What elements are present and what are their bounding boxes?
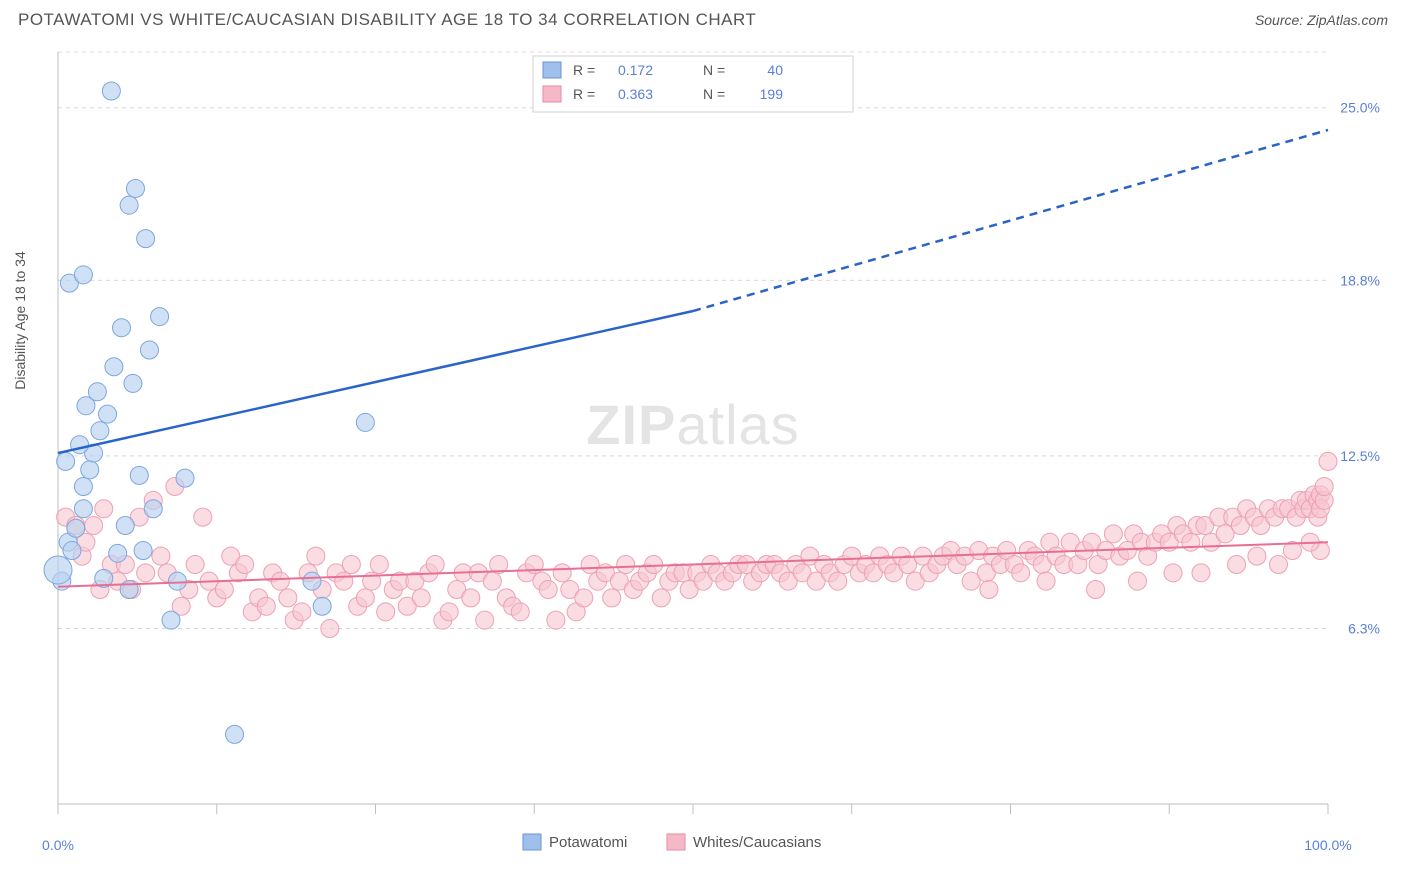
svg-text:18.8%: 18.8%	[1340, 272, 1380, 288]
chart-title: POTAWATOMI VS WHITE/CAUCASIAN DISABILITY…	[18, 10, 756, 30]
svg-text:199: 199	[760, 86, 784, 102]
svg-text:R =: R =	[573, 62, 595, 78]
source-label: Source: ZipAtlas.com	[1255, 12, 1388, 28]
svg-text:ZIPatlas: ZIPatlas	[586, 393, 799, 456]
y-axis-label: Disability Age 18 to 34	[12, 251, 28, 390]
svg-text:40: 40	[767, 62, 783, 78]
svg-text:Potawatomi: Potawatomi	[549, 834, 627, 851]
svg-text:N =: N =	[703, 62, 725, 78]
svg-text:25.0%: 25.0%	[1340, 100, 1380, 116]
svg-text:0.0%: 0.0%	[42, 837, 74, 853]
svg-text:0.363: 0.363	[618, 86, 653, 102]
svg-text:R =: R =	[573, 86, 595, 102]
svg-text:0.172: 0.172	[618, 62, 653, 78]
svg-text:12.5%: 12.5%	[1340, 448, 1380, 464]
svg-text:N =: N =	[703, 86, 725, 102]
correlation-chart: 6.3% 12.5% 18.8% 25.0% ZIPatlas R = 0.172 N = 40…	[18, 44, 1388, 874]
svg-text:100.0%: 100.0%	[1304, 837, 1351, 853]
svg-text:6.3%: 6.3%	[1348, 621, 1380, 637]
chart-container: Disability Age 18 to 34 6.3%12.5%18.8%25…	[18, 44, 1388, 874]
svg-text:Whites/Caucasians: Whites/Caucasians	[693, 834, 821, 851]
